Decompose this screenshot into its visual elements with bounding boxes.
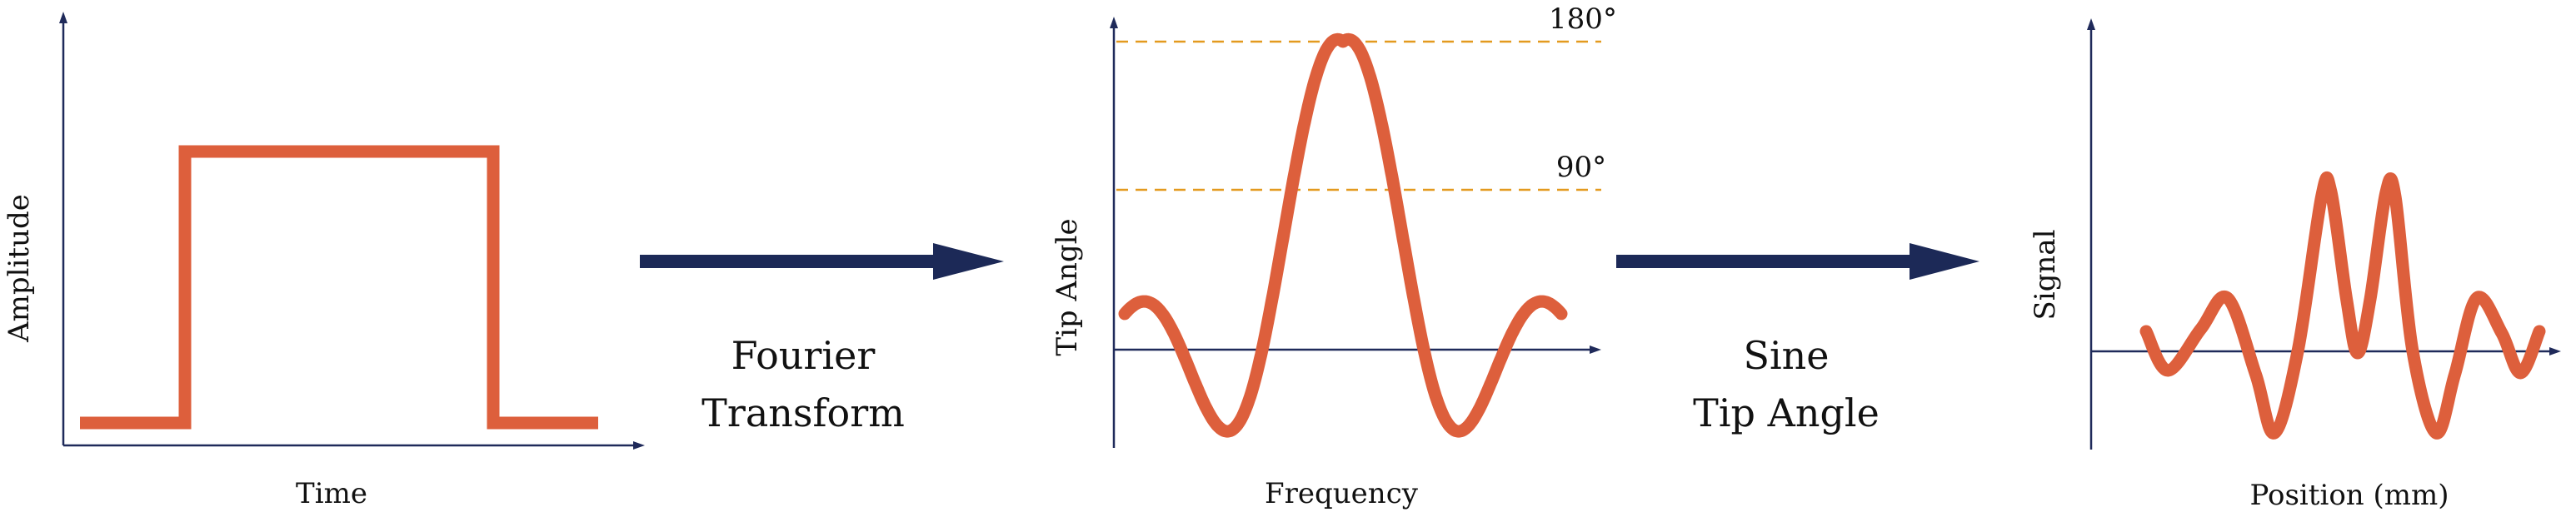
fourier-transform-arrow: Fourier Transform [640, 243, 1004, 435]
time-y-axis-arrowhead [59, 12, 67, 23]
frequency-panel: 180° 90° Tip Angle Frequency [1051, 2, 1617, 510]
sine-label-line1: Sine [1743, 333, 1829, 378]
sine-tip-angle-arrow: Sine Tip Angle [1616, 243, 1979, 435]
freq-x-axis-arrowhead [1590, 346, 1601, 354]
sine-label-line2: Tip Angle [1693, 390, 1880, 435]
freq-y-label: Tip Angle [1051, 218, 1084, 355]
freq-y-axis-arrowhead [1110, 17, 1118, 28]
time-y-label: Amplitude [2, 194, 36, 343]
sinc-curve [1118, 32, 1568, 438]
signal-curve [2139, 171, 2546, 440]
arrow-shaft [1616, 255, 1918, 268]
time-x-axis-arrowhead [633, 441, 645, 450]
arrow-head [933, 243, 1004, 280]
pos-y-axis-arrowhead [2087, 18, 2095, 30]
arrow-shaft [640, 255, 941, 268]
time-panel: Amplitude Time [2, 12, 645, 510]
freq-x-label: Frequency [1265, 477, 1419, 510]
fourier-label-line2: Transform [701, 390, 905, 435]
pos-x-label: Position (mm) [2249, 479, 2449, 512]
time-x-label: Time [296, 477, 367, 510]
rect-pulse-curve [80, 145, 598, 430]
position-panel: Signal Position (mm) [2029, 18, 2561, 512]
pos-x-axis-arrowhead [2549, 347, 2561, 355]
reference-label-180: 180° [1549, 2, 1617, 36]
pos-y-label: Signal [2029, 230, 2062, 321]
arrow-head [1910, 243, 1979, 280]
fourier-label-line1: Fourier [731, 333, 876, 378]
reference-label-90: 90° [1556, 151, 1606, 184]
